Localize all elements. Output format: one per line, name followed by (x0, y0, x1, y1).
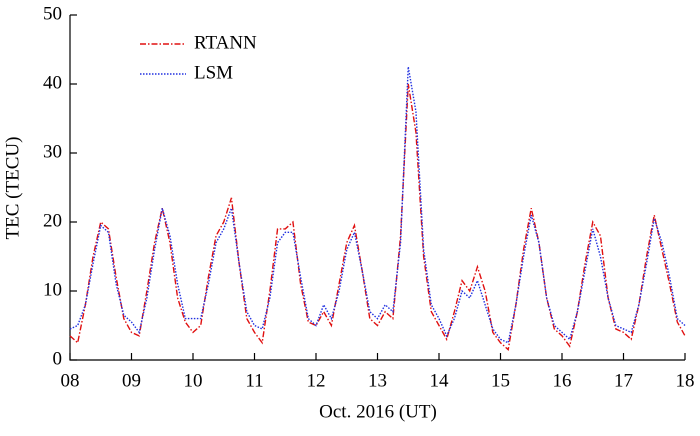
series-line (69, 83, 686, 352)
x-tick-label: 08 (61, 370, 80, 391)
axes (69, 15, 685, 361)
x-tick-label: 11 (245, 370, 263, 391)
x-tick-label: 13 (368, 370, 387, 391)
x-tick-label: 15 (491, 370, 510, 391)
y-tick-label: 10 (43, 279, 62, 300)
y-tick-label: 20 (43, 210, 62, 231)
x-axis-label: Oct. 2016 (UT) (319, 401, 437, 422)
y-tick-label: 0 (53, 348, 63, 369)
x-tick-label: 16 (553, 370, 572, 391)
y-axis-label: TEC (TECU) (2, 137, 23, 240)
x-tick-label: 12 (307, 370, 326, 391)
x-tick-label: 14 (430, 370, 450, 391)
x-tick-label: 09 (122, 370, 141, 391)
y-tick-label: 30 (43, 141, 62, 162)
x-tick-label: 17 (614, 370, 633, 391)
legend-label: LSM (194, 62, 233, 83)
y-tick-label: 50 (43, 3, 62, 24)
legend-label: RTANN (194, 32, 257, 53)
series-line (69, 66, 686, 344)
x-tick-label: 10 (184, 370, 203, 391)
y-tick-label: 40 (43, 72, 62, 93)
x-tick-label: 18 (676, 370, 695, 391)
